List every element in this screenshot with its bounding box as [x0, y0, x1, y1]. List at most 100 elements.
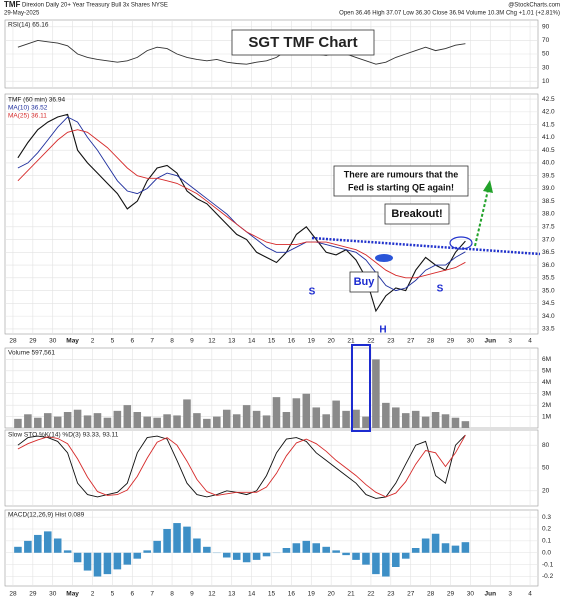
bar — [34, 534, 42, 553]
annotation: Breakout! — [391, 208, 442, 220]
bar — [382, 402, 390, 428]
y-tick-label: 50 — [542, 51, 550, 58]
buy-box — [349, 271, 379, 293]
y-tick-label: -0.2 — [542, 573, 554, 580]
y-tick-label: 37.0 — [542, 236, 555, 243]
bar — [143, 416, 151, 428]
bar — [312, 407, 321, 428]
y-tick-label: 38.5 — [542, 198, 555, 205]
bar — [332, 550, 340, 553]
x-tick-label: 14 — [248, 338, 256, 345]
bar — [173, 415, 181, 428]
series-line — [17, 129, 466, 279]
y-tick-label: 33.5 — [542, 326, 555, 333]
x-tick-label-bottom: 12 — [208, 591, 216, 598]
bar — [372, 552, 380, 575]
x-tick-label: 30 — [49, 338, 57, 345]
panel-label: Volume 597,561 — [8, 350, 55, 357]
x-tick-label-bottom: 15 — [268, 591, 276, 598]
bar — [312, 543, 321, 553]
bar — [282, 412, 291, 428]
bar — [43, 413, 52, 428]
bar — [222, 409, 231, 428]
bar — [83, 415, 92, 428]
bar — [143, 550, 151, 553]
x-tick-label-bottom: 28 — [427, 591, 435, 598]
bar — [461, 542, 470, 553]
title-box — [231, 29, 375, 56]
bar — [203, 546, 211, 553]
bar — [183, 526, 191, 553]
projection-arrow — [474, 189, 489, 247]
bar — [441, 543, 450, 553]
bar — [83, 552, 92, 571]
series-line — [17, 39, 466, 65]
x-tick-label: 20 — [328, 338, 336, 345]
bar — [193, 413, 201, 428]
bar — [411, 548, 420, 553]
y-tick-label: 50 — [542, 465, 550, 472]
bar — [63, 550, 72, 553]
bar — [232, 552, 241, 560]
annotation: Buy — [354, 276, 376, 288]
quote: Open 36.46 High 37.07 Low 36.30 Close 36… — [339, 11, 560, 17]
x-tick-label: 2 — [91, 338, 95, 345]
annotation: S — [309, 287, 316, 298]
bar — [93, 552, 102, 577]
x-tick-label-bottom: 3 — [508, 591, 512, 598]
bar — [392, 407, 400, 428]
x-tick-label-bottom: 6 — [130, 591, 134, 598]
x-tick-label: 22 — [367, 338, 375, 345]
bar — [342, 410, 350, 428]
y-tick-label: 35.0 — [542, 287, 555, 294]
bar — [123, 405, 132, 428]
x-tick-label-bottom: 20 — [328, 591, 336, 598]
bar — [63, 412, 72, 428]
legend-entry: MA(25) 36.11 — [8, 113, 47, 120]
bar — [133, 412, 142, 428]
bar — [451, 545, 460, 553]
x-tick-label: 6 — [130, 338, 134, 345]
annotation: Fed is starting QE again! — [348, 182, 454, 192]
bar — [73, 552, 82, 563]
bar — [302, 540, 311, 553]
note-box — [333, 165, 469, 197]
x-tick-label: 29 — [29, 338, 37, 345]
bar — [53, 538, 62, 553]
trendline — [311, 236, 541, 256]
x-tick-label: 8 — [170, 338, 174, 345]
bar — [73, 409, 82, 428]
x-tick-label: 30 — [467, 338, 475, 345]
x-tick-label-bottom: 30 — [49, 591, 57, 598]
panel-label: Slow STO %K(14) %D(3) 93.33, 93.11 — [8, 432, 119, 439]
bar — [232, 414, 241, 428]
x-tick-label: 23 — [387, 338, 395, 345]
x-tick-label-bottom: 29 — [447, 591, 455, 598]
bar — [24, 414, 32, 428]
y-tick-label: 30 — [542, 64, 550, 71]
symbol: TMF — [4, 0, 21, 9]
y-tick-label: 6M — [542, 356, 551, 363]
bar — [222, 552, 231, 558]
bar — [342, 552, 350, 556]
bar — [411, 410, 420, 428]
x-tick-label: 27 — [407, 338, 415, 345]
y-tick-label: 40.0 — [542, 160, 555, 167]
y-tick-label: 34.5 — [542, 300, 555, 307]
x-tick-label: 4 — [528, 338, 532, 345]
bar — [362, 416, 370, 428]
chart-title: SGT TMF Chart — [248, 34, 357, 51]
y-tick-label: 5M — [542, 368, 551, 375]
x-tick-label: 13 — [228, 338, 236, 345]
y-tick-label: 10 — [542, 78, 550, 85]
bar — [213, 416, 221, 428]
y-tick-label: 1M — [542, 413, 551, 420]
bar — [282, 548, 291, 553]
bar — [431, 412, 440, 428]
y-tick-label: 70 — [542, 37, 550, 44]
legend-entry: MA(10) 36.52 — [8, 105, 48, 112]
x-tick-label-bottom: 16 — [288, 591, 296, 598]
x-tick-label-bottom: 30 — [467, 591, 475, 598]
spike-box — [351, 344, 371, 432]
x-tick-label: 16 — [288, 338, 296, 345]
